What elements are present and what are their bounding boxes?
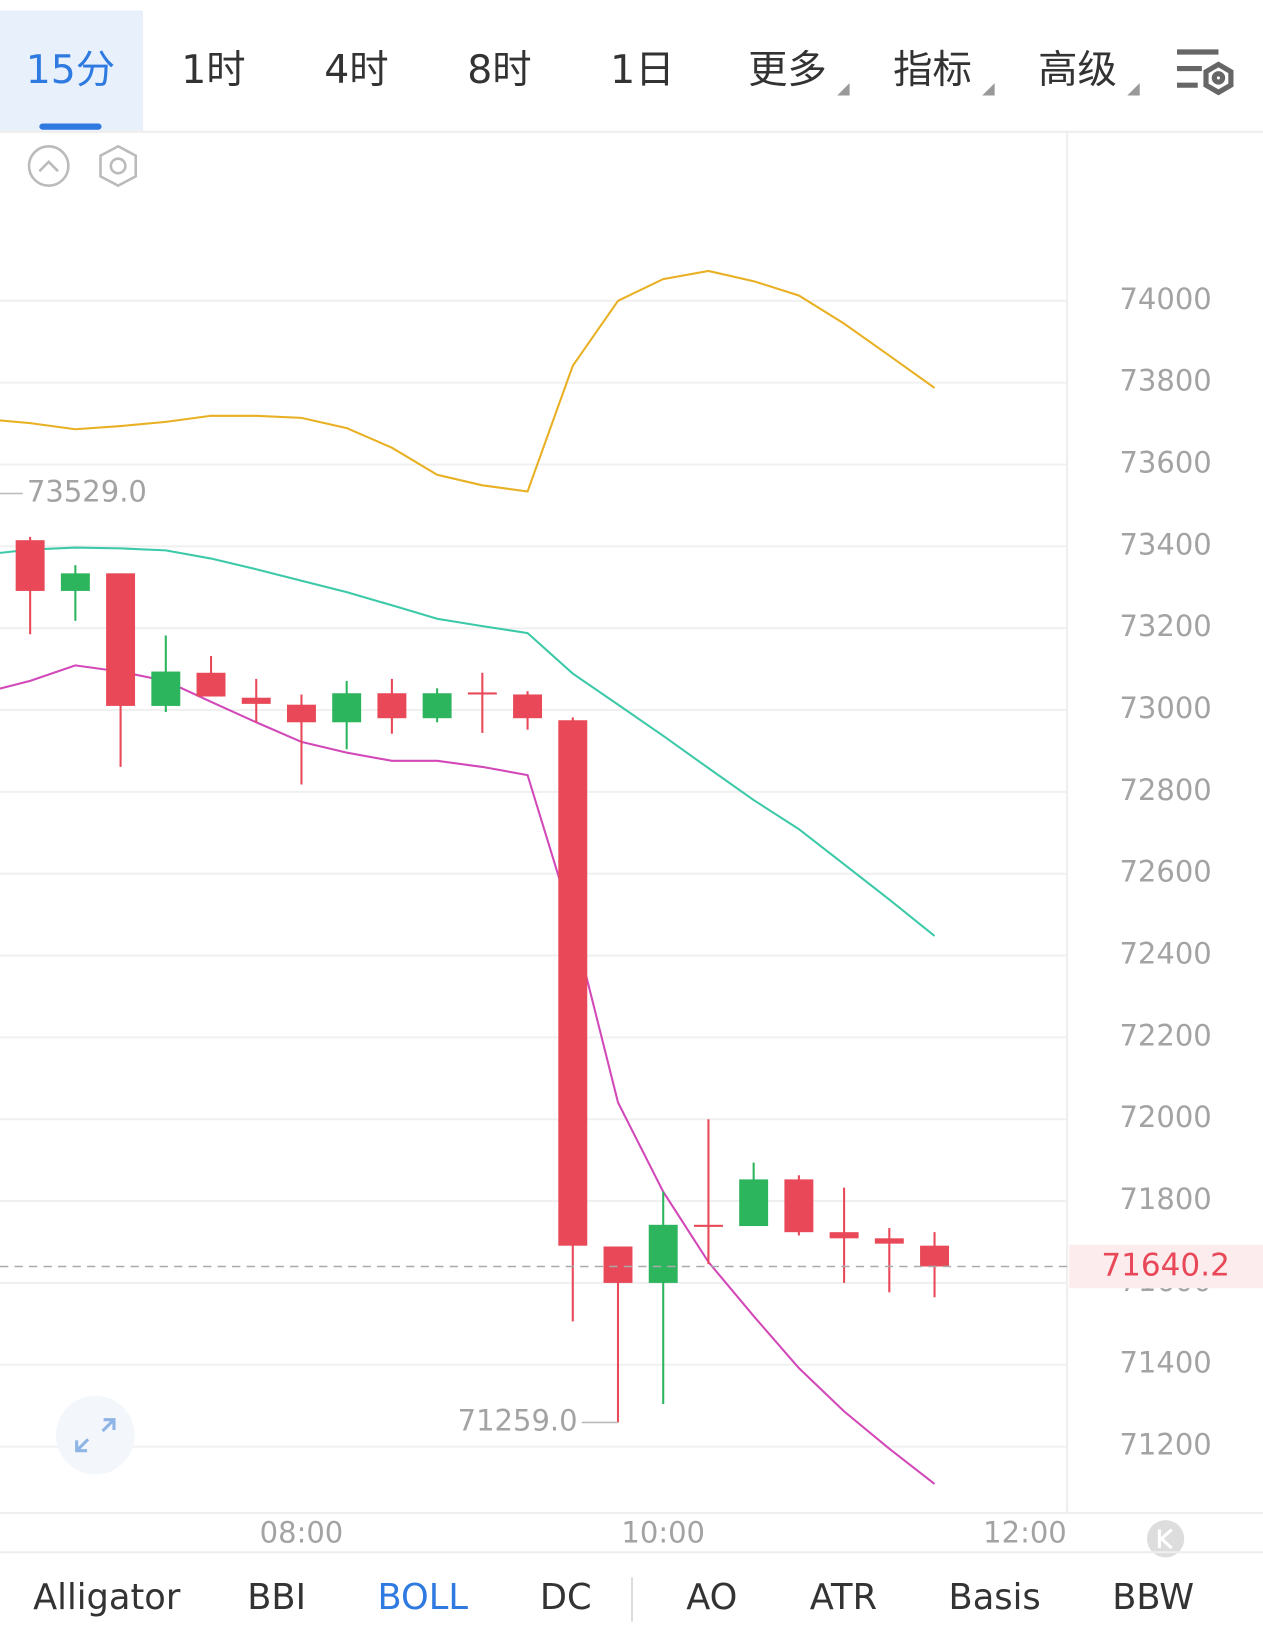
y-tick-label: 71800 [1119,1182,1211,1216]
candle-body [151,671,181,706]
candle-body [422,693,452,719]
indicator-tab[interactable]: DC [540,1577,592,1618]
candle-body [377,693,407,719]
indicator-tab[interactable]: Alligator [33,1577,181,1618]
last-price-bg [1069,1244,1263,1289]
indicator-settings-icon[interactable] [99,144,138,188]
x-tick-label: 12:00 [983,1516,1067,1550]
candle-body [829,1232,859,1239]
fullscreen-button[interactable] [55,1395,135,1475]
tab[interactable]: 15分 [26,47,115,93]
last-price-label: 71640.2 [1101,1247,1230,1283]
tab[interactable]: 1日 [610,47,674,93]
menu[interactable]: 高级 [1038,47,1117,93]
candle-body [784,1179,814,1233]
indicator-tab[interactable]: BBW [1112,1577,1194,1618]
candle-body [467,692,497,695]
candle-body [693,1224,723,1227]
indicator-tab[interactable]: BOLL [377,1577,468,1618]
candle-body [286,704,316,723]
candle-body [603,1246,633,1283]
candle-body [513,694,543,719]
tab[interactable]: 8时 [467,47,531,93]
menu-caret [982,83,995,96]
candle-body [739,1179,769,1227]
band-line [0,546,936,937]
indicator-tab[interactable]: AO [686,1577,737,1618]
extreme-label: 73529.0 [27,475,147,509]
candle-body [332,693,362,723]
band-line [0,664,936,1485]
candle-body [920,1245,950,1267]
band-line [0,269,936,493]
indicator-tab[interactable]: Basis [949,1577,1041,1618]
candle-body [558,720,588,1246]
y-tick-label: 74000 [1119,282,1211,316]
extreme-label: 71259.0 [458,1403,578,1437]
y-tick-label: 73400 [1119,527,1211,561]
kline-toggle[interactable] [1146,1520,1185,1558]
candle-body [241,697,271,704]
active-tab-bg [0,10,143,131]
y-tick-label: 72000 [1119,1100,1211,1134]
candle-body [874,1238,904,1244]
menu[interactable]: 更多 [748,47,827,93]
y-tick-label: 73200 [1119,609,1211,643]
y-tick-label: 73000 [1119,691,1211,725]
collapse-icon[interactable] [27,144,70,187]
settings-icon[interactable] [1177,49,1234,96]
x-tick-label: 10:00 [621,1516,705,1550]
candle-body [648,1224,678,1283]
y-tick-label: 72200 [1119,1018,1211,1052]
y-tick-label: 71400 [1119,1346,1211,1380]
menu[interactable]: 指标 [893,47,972,93]
menu-caret [837,83,850,96]
indicator-tab[interactable]: ATR [810,1577,877,1618]
menu-caret [1127,83,1140,96]
y-tick-label: 72600 [1119,855,1211,889]
x-tick-label: 08:00 [260,1516,344,1550]
active-tab-indicator [39,123,102,130]
candle-body [196,672,226,697]
indicator-tab[interactable]: BBI [247,1577,306,1618]
candle-body [106,573,136,706]
y-tick-label: 71200 [1119,1428,1211,1462]
candle-body [60,573,90,591]
tab[interactable]: 1时 [181,47,245,93]
y-tick-label: 73800 [1119,364,1211,398]
y-tick-label: 72800 [1119,773,1211,807]
plot-area [0,269,1068,1485]
candle-body [15,540,45,591]
tab[interactable]: 4时 [324,47,388,93]
y-tick-label: 72400 [1119,937,1211,971]
y-tick-label: 73600 [1119,445,1211,479]
